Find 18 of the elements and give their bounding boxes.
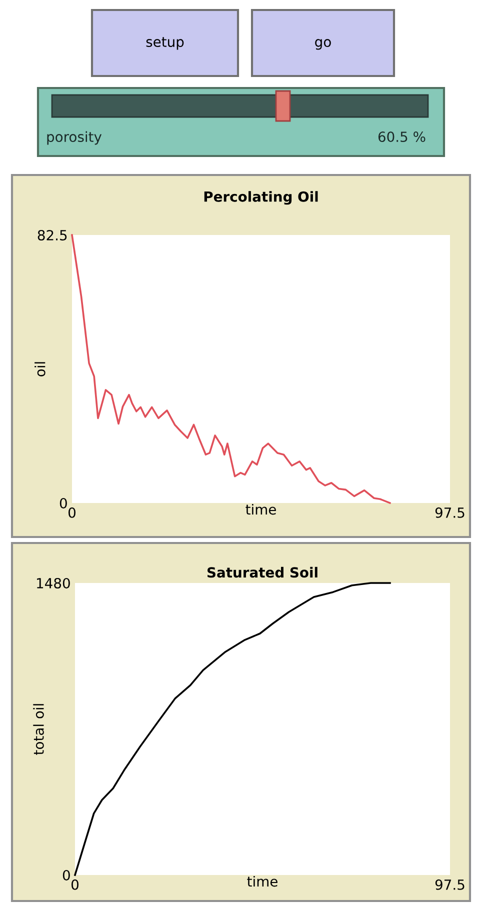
y-tick-label: 82.5 (38, 230, 67, 240)
y-tick-label: 0 (60, 498, 67, 508)
text: 60.5 % (378, 132, 426, 142)
text: go (315, 39, 331, 50)
x-axis-title: time (247, 876, 278, 887)
y-tick-label: 0 (62, 870, 70, 880)
text: setup (146, 37, 184, 50)
chart-title: Percolating Oil (204, 191, 318, 205)
line-series (74, 582, 391, 876)
x-tick-label: 97.5 (435, 879, 464, 890)
x-tick-label: 97.5 (435, 507, 464, 518)
y-tick-label: 1480 (37, 578, 70, 588)
chart-title: Saturated Soil (207, 566, 318, 578)
y-axis-title: total oil (33, 704, 44, 755)
x-axis-title: time (246, 504, 276, 515)
line-series (71, 234, 391, 504)
y-axis-title: oil (34, 362, 46, 376)
text: porosity (47, 131, 102, 145)
